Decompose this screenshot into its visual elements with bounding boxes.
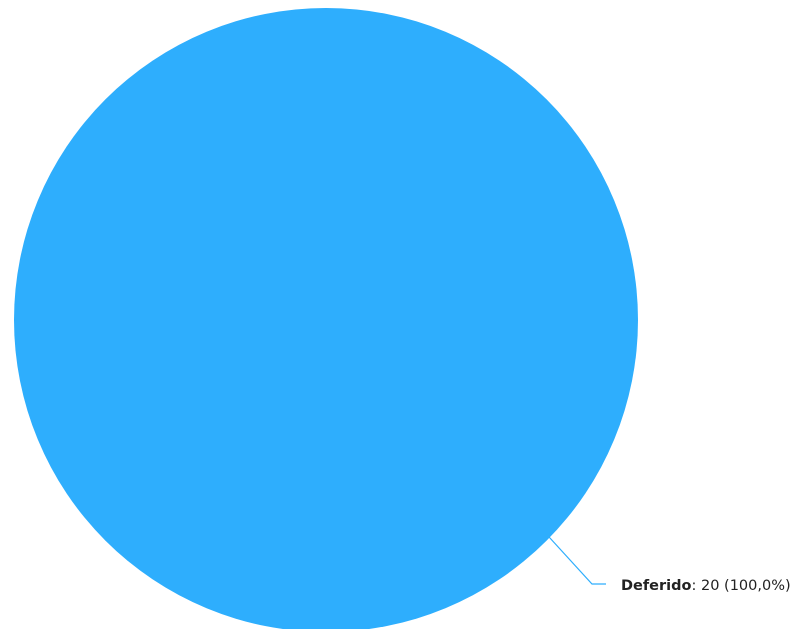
pie-slice-label-name: Deferido — [621, 578, 692, 594]
pie-slices — [14, 8, 638, 629]
pie-labels: Deferido: 20 (100,0%) — [546, 534, 791, 594]
pie-label-leader-line — [546, 534, 606, 585]
pie-slice-label-value: : 20 (100,0%) — [691, 578, 790, 594]
pie-slice-deferido[interactable] — [14, 8, 638, 629]
pie-slice-label: Deferido: 20 (100,0%) — [621, 578, 791, 594]
